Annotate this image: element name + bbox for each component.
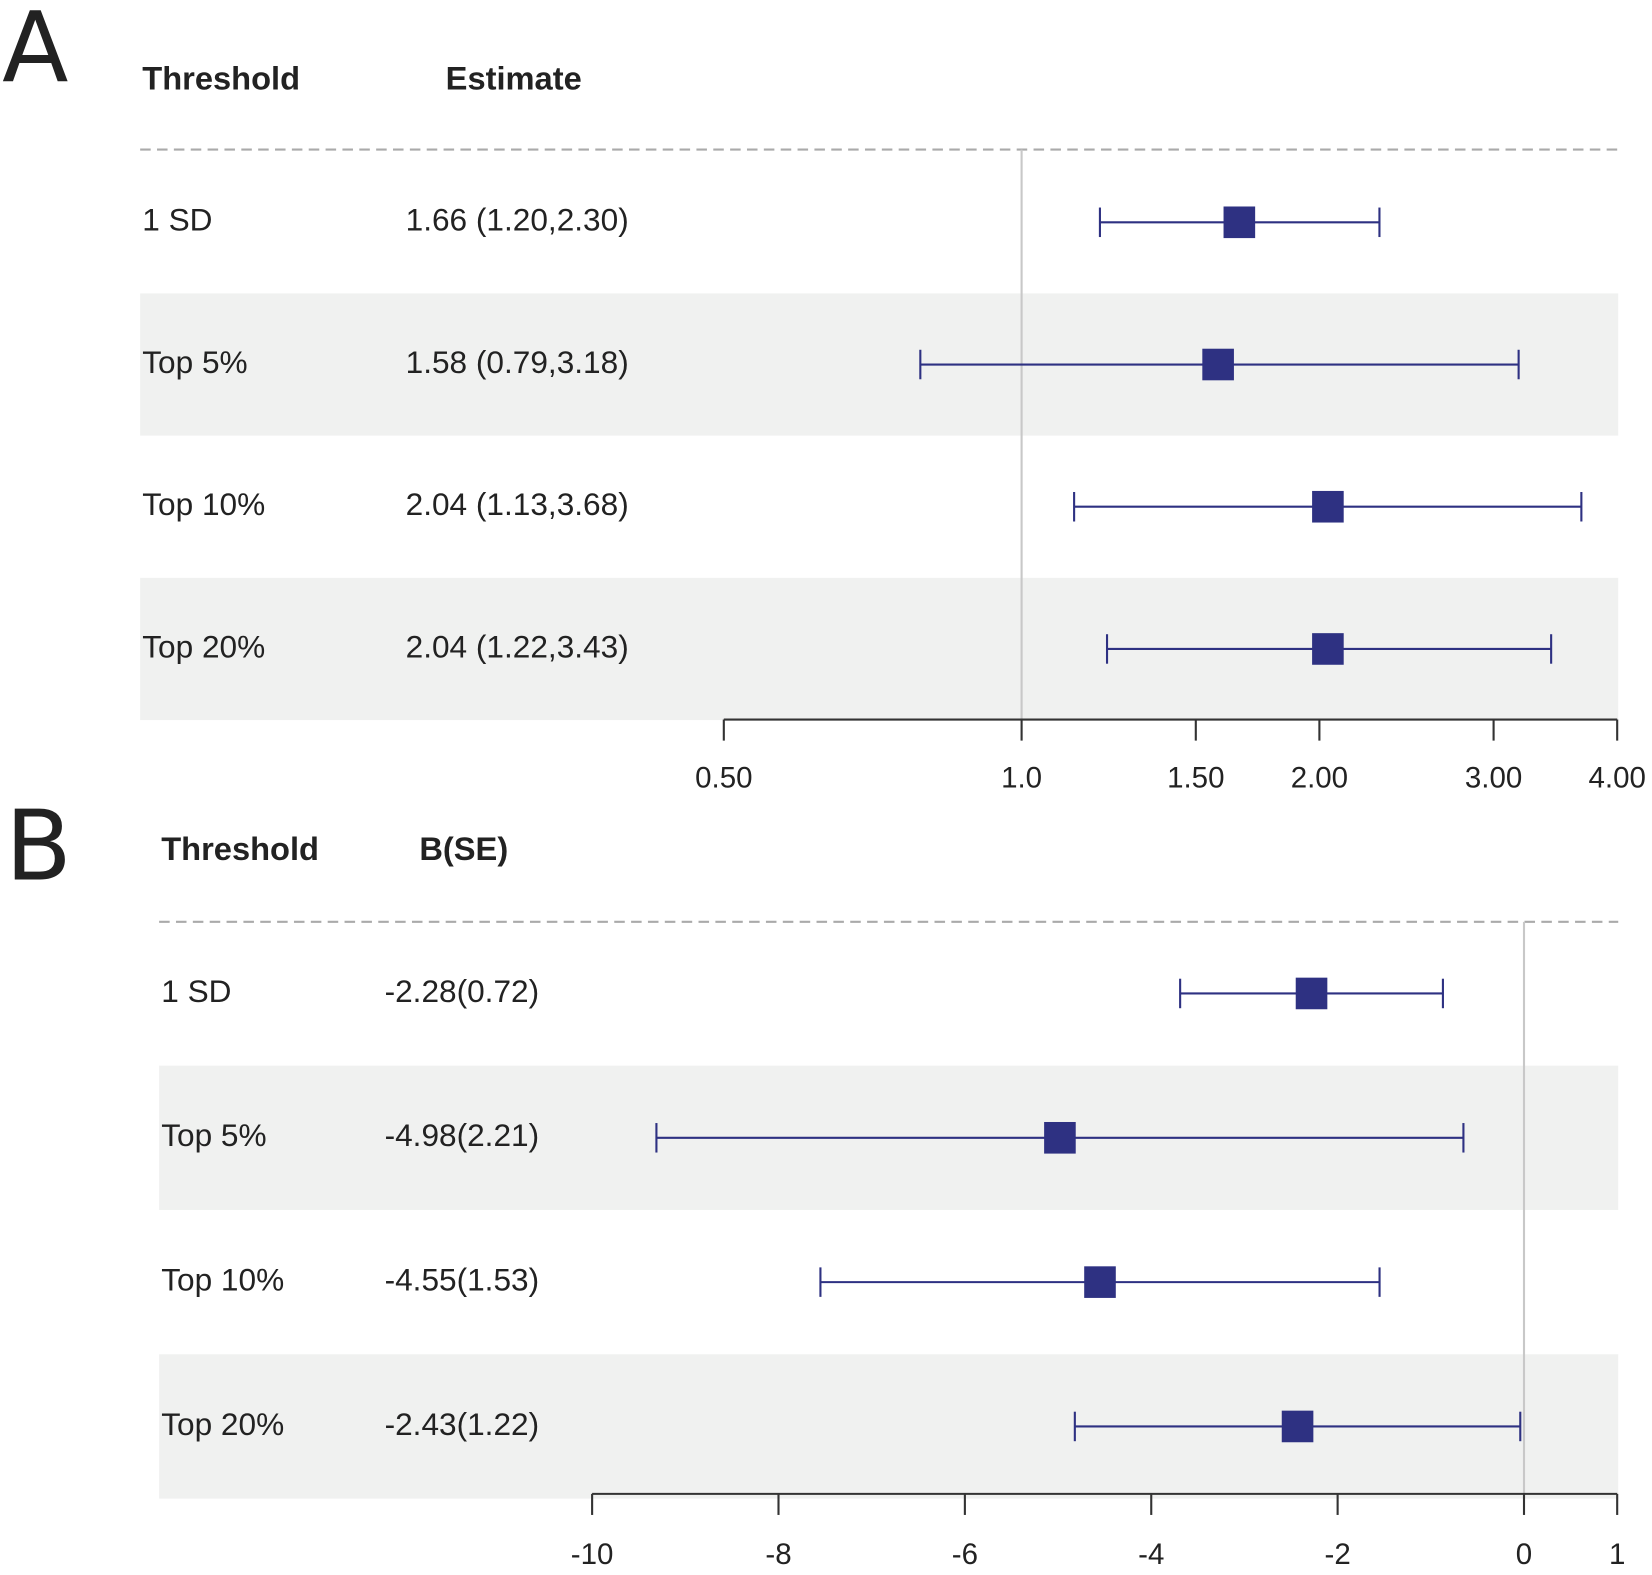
point-estimate: [1312, 490, 1344, 523]
x-tick-label: -2: [1325, 1538, 1351, 1571]
value-label: -2.28(0.72): [385, 973, 540, 1009]
value-label: 2.04 (1.13,3.68): [406, 486, 629, 522]
point-estimate: [1044, 1121, 1076, 1154]
row-label: Top 10%: [161, 1261, 284, 1297]
column-header: B(SE): [419, 830, 508, 867]
x-tick-label: 1.0: [1001, 761, 1042, 794]
x-tick-label: 2.00: [1291, 761, 1348, 794]
x-tick-label: 3.00: [1465, 761, 1522, 794]
x-tick-label: 1.50: [1167, 761, 1224, 794]
value-label: 2.04 (1.22,3.43): [406, 628, 629, 664]
panel-letter: B: [5, 790, 71, 903]
row-label: Top 20%: [161, 1406, 284, 1442]
point-estimate: [1223, 206, 1256, 239]
x-tick-label: -4: [1138, 1538, 1164, 1571]
column-header: Estimate: [446, 60, 582, 97]
value-label: -2.43(1.22): [385, 1406, 540, 1442]
point-estimate: [1295, 977, 1328, 1010]
x-tick-label: -8: [765, 1538, 791, 1571]
row-label: Top 5%: [142, 344, 247, 380]
x-tick-label: -6: [952, 1538, 978, 1571]
value-label: -4.55(1.53): [385, 1261, 540, 1297]
x-tick-label: 0.50: [695, 761, 752, 794]
panel-letter: A: [2, 0, 68, 104]
point-estimate: [1084, 1266, 1116, 1298]
value-label: 1.58 (0.79,3.18): [406, 344, 629, 380]
row-label: 1 SD: [161, 973, 231, 1009]
row-label: Top 5%: [161, 1117, 266, 1153]
column-header: Threshold: [161, 830, 319, 867]
x-tick-label: 1: [1609, 1538, 1625, 1571]
row-label: 1 SD: [142, 202, 212, 238]
x-tick-label: 0: [1516, 1538, 1532, 1571]
point-estimate: [1281, 1410, 1314, 1443]
point-estimate: [1202, 348, 1234, 381]
point-estimate: [1312, 633, 1344, 665]
column-header: Threshold: [142, 60, 300, 97]
value-label: 1.66 (1.20,2.30): [406, 202, 629, 238]
x-tick-label: -10: [571, 1538, 614, 1571]
value-label: -4.98(2.21): [385, 1117, 540, 1153]
row-label: Top 10%: [142, 486, 265, 522]
x-tick-label: 4.00: [1588, 761, 1645, 794]
row-label: Top 20%: [142, 628, 265, 664]
